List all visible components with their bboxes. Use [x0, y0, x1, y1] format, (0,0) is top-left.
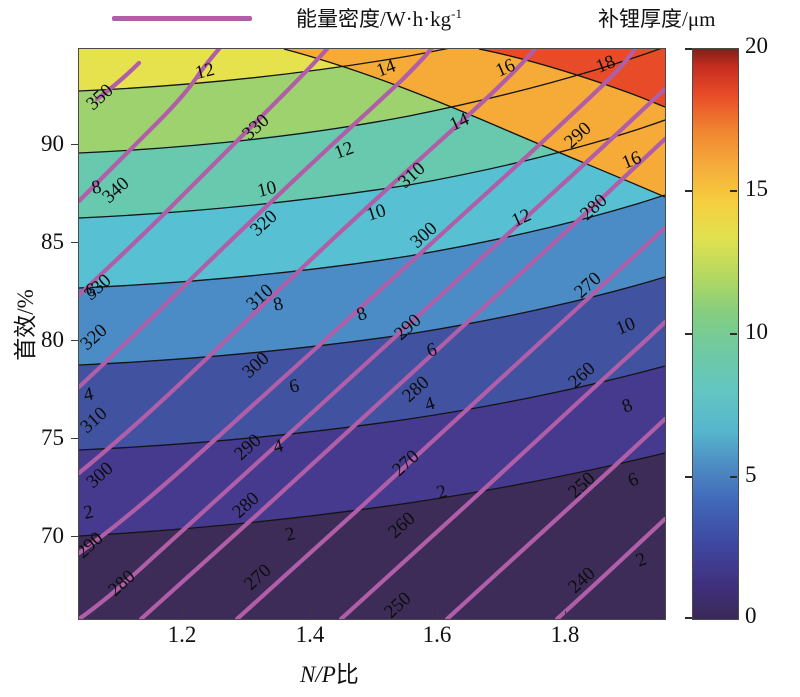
ed-310: [79, 49, 538, 476]
ytick-label-5: 70: [41, 523, 64, 548]
cbar-label-0: 0: [745, 603, 757, 628]
thickness-line-14: [79, 49, 449, 92]
y-axis-title: 首效/%: [13, 289, 38, 361]
x-axis-title-italic: N/P: [300, 662, 336, 687]
ed-240: [554, 516, 665, 619]
ytick-5: [71, 536, 78, 537]
thickness-line-12: [79, 49, 662, 154]
xtick-2: [310, 611, 311, 618]
energy-density-legend-line: [112, 16, 252, 21]
ed-290: [79, 86, 665, 619]
xtick-4: [565, 611, 566, 618]
ytick-label-2: 85: [41, 229, 64, 254]
x-axis-title: N/P比: [300, 655, 359, 689]
cbar-tick-0: [685, 617, 692, 619]
ytick-label-1: 90: [41, 131, 64, 156]
energy-density-legend-label: 能量密度/W·h·kg-1: [296, 3, 462, 33]
xtick-label-2: 1.4: [295, 622, 325, 647]
xtick-3: [437, 611, 438, 618]
x-axis-title-rest: 比: [335, 662, 359, 687]
ed-260: [338, 319, 665, 619]
region-16: [284, 49, 665, 197]
ed-320: [79, 49, 434, 390]
xtick-label-3: 1.6: [422, 622, 452, 647]
cbar-tick-5-r: [730, 476, 737, 478]
ytick-3: [71, 340, 78, 341]
ytick-2: [71, 242, 78, 243]
figure-legend: 能量密度/W·h·kg-1 补锂厚度/μm: [0, 0, 800, 44]
xtick-label-1: 1.2: [167, 622, 197, 647]
cbar-tick-10-r: [730, 333, 737, 335]
cbar-tick-5: [685, 476, 692, 478]
ed-350: [94, 60, 142, 102]
ytick-4: [71, 438, 78, 439]
ed-250: [444, 416, 665, 619]
ed-300: [79, 49, 638, 556]
ed-280: [138, 136, 665, 619]
thickness-line-16: [283, 49, 665, 198]
contour-svg: 350 340 330 320 310 300 290 280 270 330 …: [79, 49, 665, 619]
cbar-label-15: 15: [745, 176, 768, 201]
cbar-label-10: 10: [745, 319, 768, 344]
cbar-label-20: 20: [745, 33, 768, 58]
legend-text: 能量密度/W·h·kg: [296, 7, 452, 31]
cbar-tick-15-r: [730, 190, 737, 192]
xtick-1: [182, 611, 183, 618]
ed-330: [79, 49, 330, 298]
thickness-line-2: [79, 452, 665, 537]
legend-superscript: -1: [451, 6, 462, 21]
xtick-label-4: 1.8: [550, 622, 580, 647]
ytick-1: [71, 144, 78, 145]
label-t-10-a: 10: [255, 177, 279, 202]
ytick-label-4: 75: [41, 425, 64, 450]
thickness-line-4: [79, 365, 665, 451]
thickness-line-10: [79, 119, 665, 219]
cbar-tick-10: [685, 333, 692, 335]
thickness-line-8: [79, 194, 665, 289]
cbar-tick-15: [685, 190, 692, 192]
ed-340: [79, 49, 222, 204]
label-t-12-a: 12: [193, 59, 217, 84]
colorbar-title: 补锂厚度/μm: [598, 7, 716, 31]
label-t-8-a: 8: [90, 176, 104, 199]
cbar-tick-20: [685, 48, 692, 50]
ed-270: [234, 225, 665, 619]
thickness-contour-lines: [79, 49, 665, 537]
ytick-label-3: 80: [41, 327, 64, 352]
cbar-label-5: 5: [745, 462, 757, 487]
label-t-2-a: 2: [82, 501, 96, 524]
energy-density-contour-lines: [79, 49, 665, 619]
label-t-6-a: 6: [84, 279, 98, 302]
contour-plot-area: 350 340 330 320 310 300 290 280 270 330 …: [78, 48, 666, 620]
